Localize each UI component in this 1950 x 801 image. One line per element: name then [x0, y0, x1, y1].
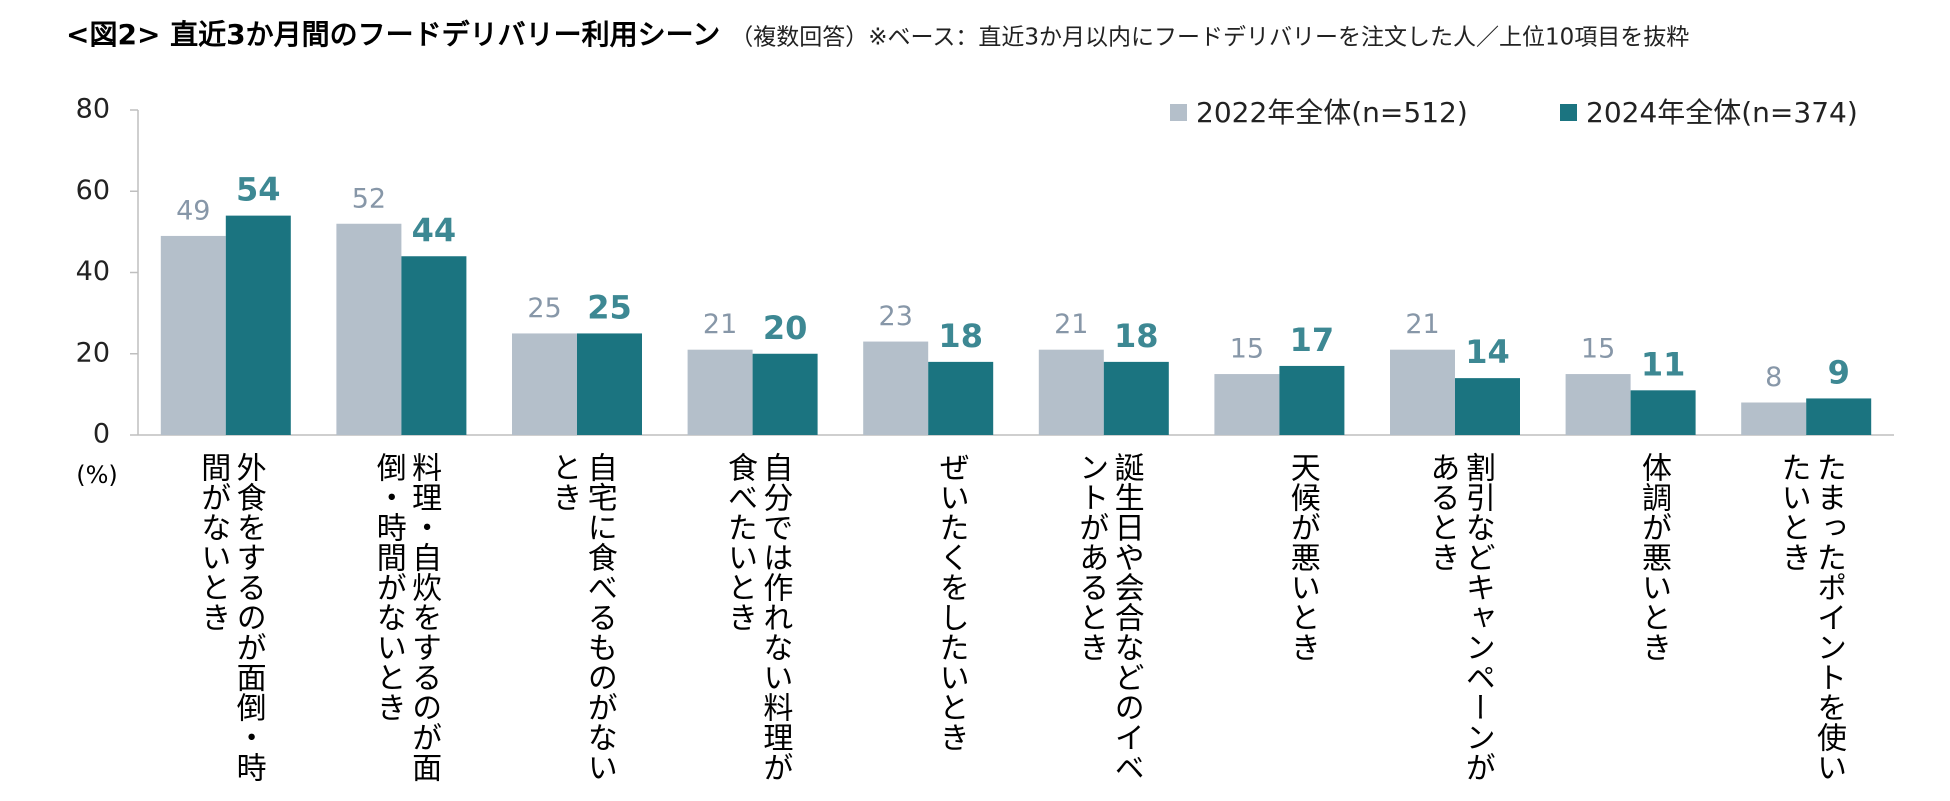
bar	[225, 215, 291, 435]
value-label: 20	[763, 309, 808, 347]
bar	[687, 349, 753, 435]
bar	[512, 333, 577, 435]
value-label: 11	[1641, 345, 1686, 383]
y-tick-label: 20	[76, 337, 110, 368]
bar	[577, 333, 642, 435]
value-label: 25	[587, 288, 632, 326]
value-label: 18	[938, 317, 983, 355]
legend-swatch	[1560, 104, 1577, 121]
value-label: 15	[1581, 334, 1615, 365]
x-tick-label: 自分では作れない料理が食べたいとき	[721, 452, 793, 782]
x-tick-label: 自宅に食べるものがないとき	[546, 452, 617, 782]
bar	[336, 223, 402, 435]
value-label: 49	[176, 195, 210, 226]
y-tick-label: 80	[76, 94, 110, 125]
y-tick-label: 60	[76, 175, 110, 206]
value-label: 14	[1465, 333, 1510, 371]
chart-subtitle: （複数回答）※ベース：直近3か月以内にフードデリバリーを注文した人／上位10項目…	[730, 25, 1689, 51]
value-label: 17	[1290, 321, 1335, 359]
bar	[1214, 374, 1280, 435]
bar	[752, 353, 818, 435]
value-label: 21	[1405, 309, 1439, 340]
value-label: 54	[236, 171, 281, 209]
x-tick-label: 割引などキャンペーンがあるとき	[1424, 452, 1495, 782]
bar	[1279, 365, 1345, 435]
bar	[1103, 361, 1169, 435]
x-tick-label: 天候が悪いとき	[1284, 452, 1320, 662]
value-label: 52	[352, 183, 386, 214]
x-tick-label: たまったポイントを使いたいとき	[1775, 452, 1846, 782]
bar	[863, 341, 929, 435]
value-label: 15	[1230, 334, 1264, 365]
legend-label: 2022年全体(n=512)	[1196, 96, 1468, 129]
value-label: 25	[527, 293, 561, 324]
bar	[401, 256, 467, 435]
x-tick-label: 外食をするのが面倒・時間がないとき	[195, 452, 266, 782]
value-label: 21	[703, 309, 737, 340]
bar	[928, 361, 994, 435]
chart-title: <図2> 直近3か月間のフードデリバリー利用シーン	[66, 18, 720, 51]
x-tick-label: ぜいたくをしたいとき	[933, 452, 969, 752]
y-tick-label: 40	[76, 256, 110, 287]
bar	[1390, 349, 1455, 435]
bar	[1630, 390, 1696, 435]
bar	[1806, 398, 1872, 435]
value-label: 8	[1765, 362, 1782, 393]
legend-label: 2024年全体(n=374)	[1586, 96, 1858, 129]
y-axis-label: (%)	[76, 461, 118, 489]
bar	[1038, 349, 1104, 435]
x-tick-label: 誕生日や会合などのイベントがあるとき	[1073, 452, 1144, 782]
value-label: 21	[1054, 309, 1088, 340]
bar	[1741, 402, 1807, 435]
legend-swatch	[1170, 104, 1187, 121]
bar	[160, 235, 226, 435]
x-tick-label: 料理・自炊をするのが面倒・時間がないとき	[370, 452, 442, 782]
value-label: 9	[1828, 353, 1850, 391]
value-label: 44	[412, 211, 457, 249]
y-tick-label: 0	[93, 419, 110, 450]
value-label: 23	[879, 301, 913, 332]
bar	[1455, 378, 1520, 435]
bar	[1565, 374, 1631, 435]
x-tick-label: 体調が悪いとき	[1635, 452, 1671, 662]
value-label: 18	[1114, 317, 1159, 355]
